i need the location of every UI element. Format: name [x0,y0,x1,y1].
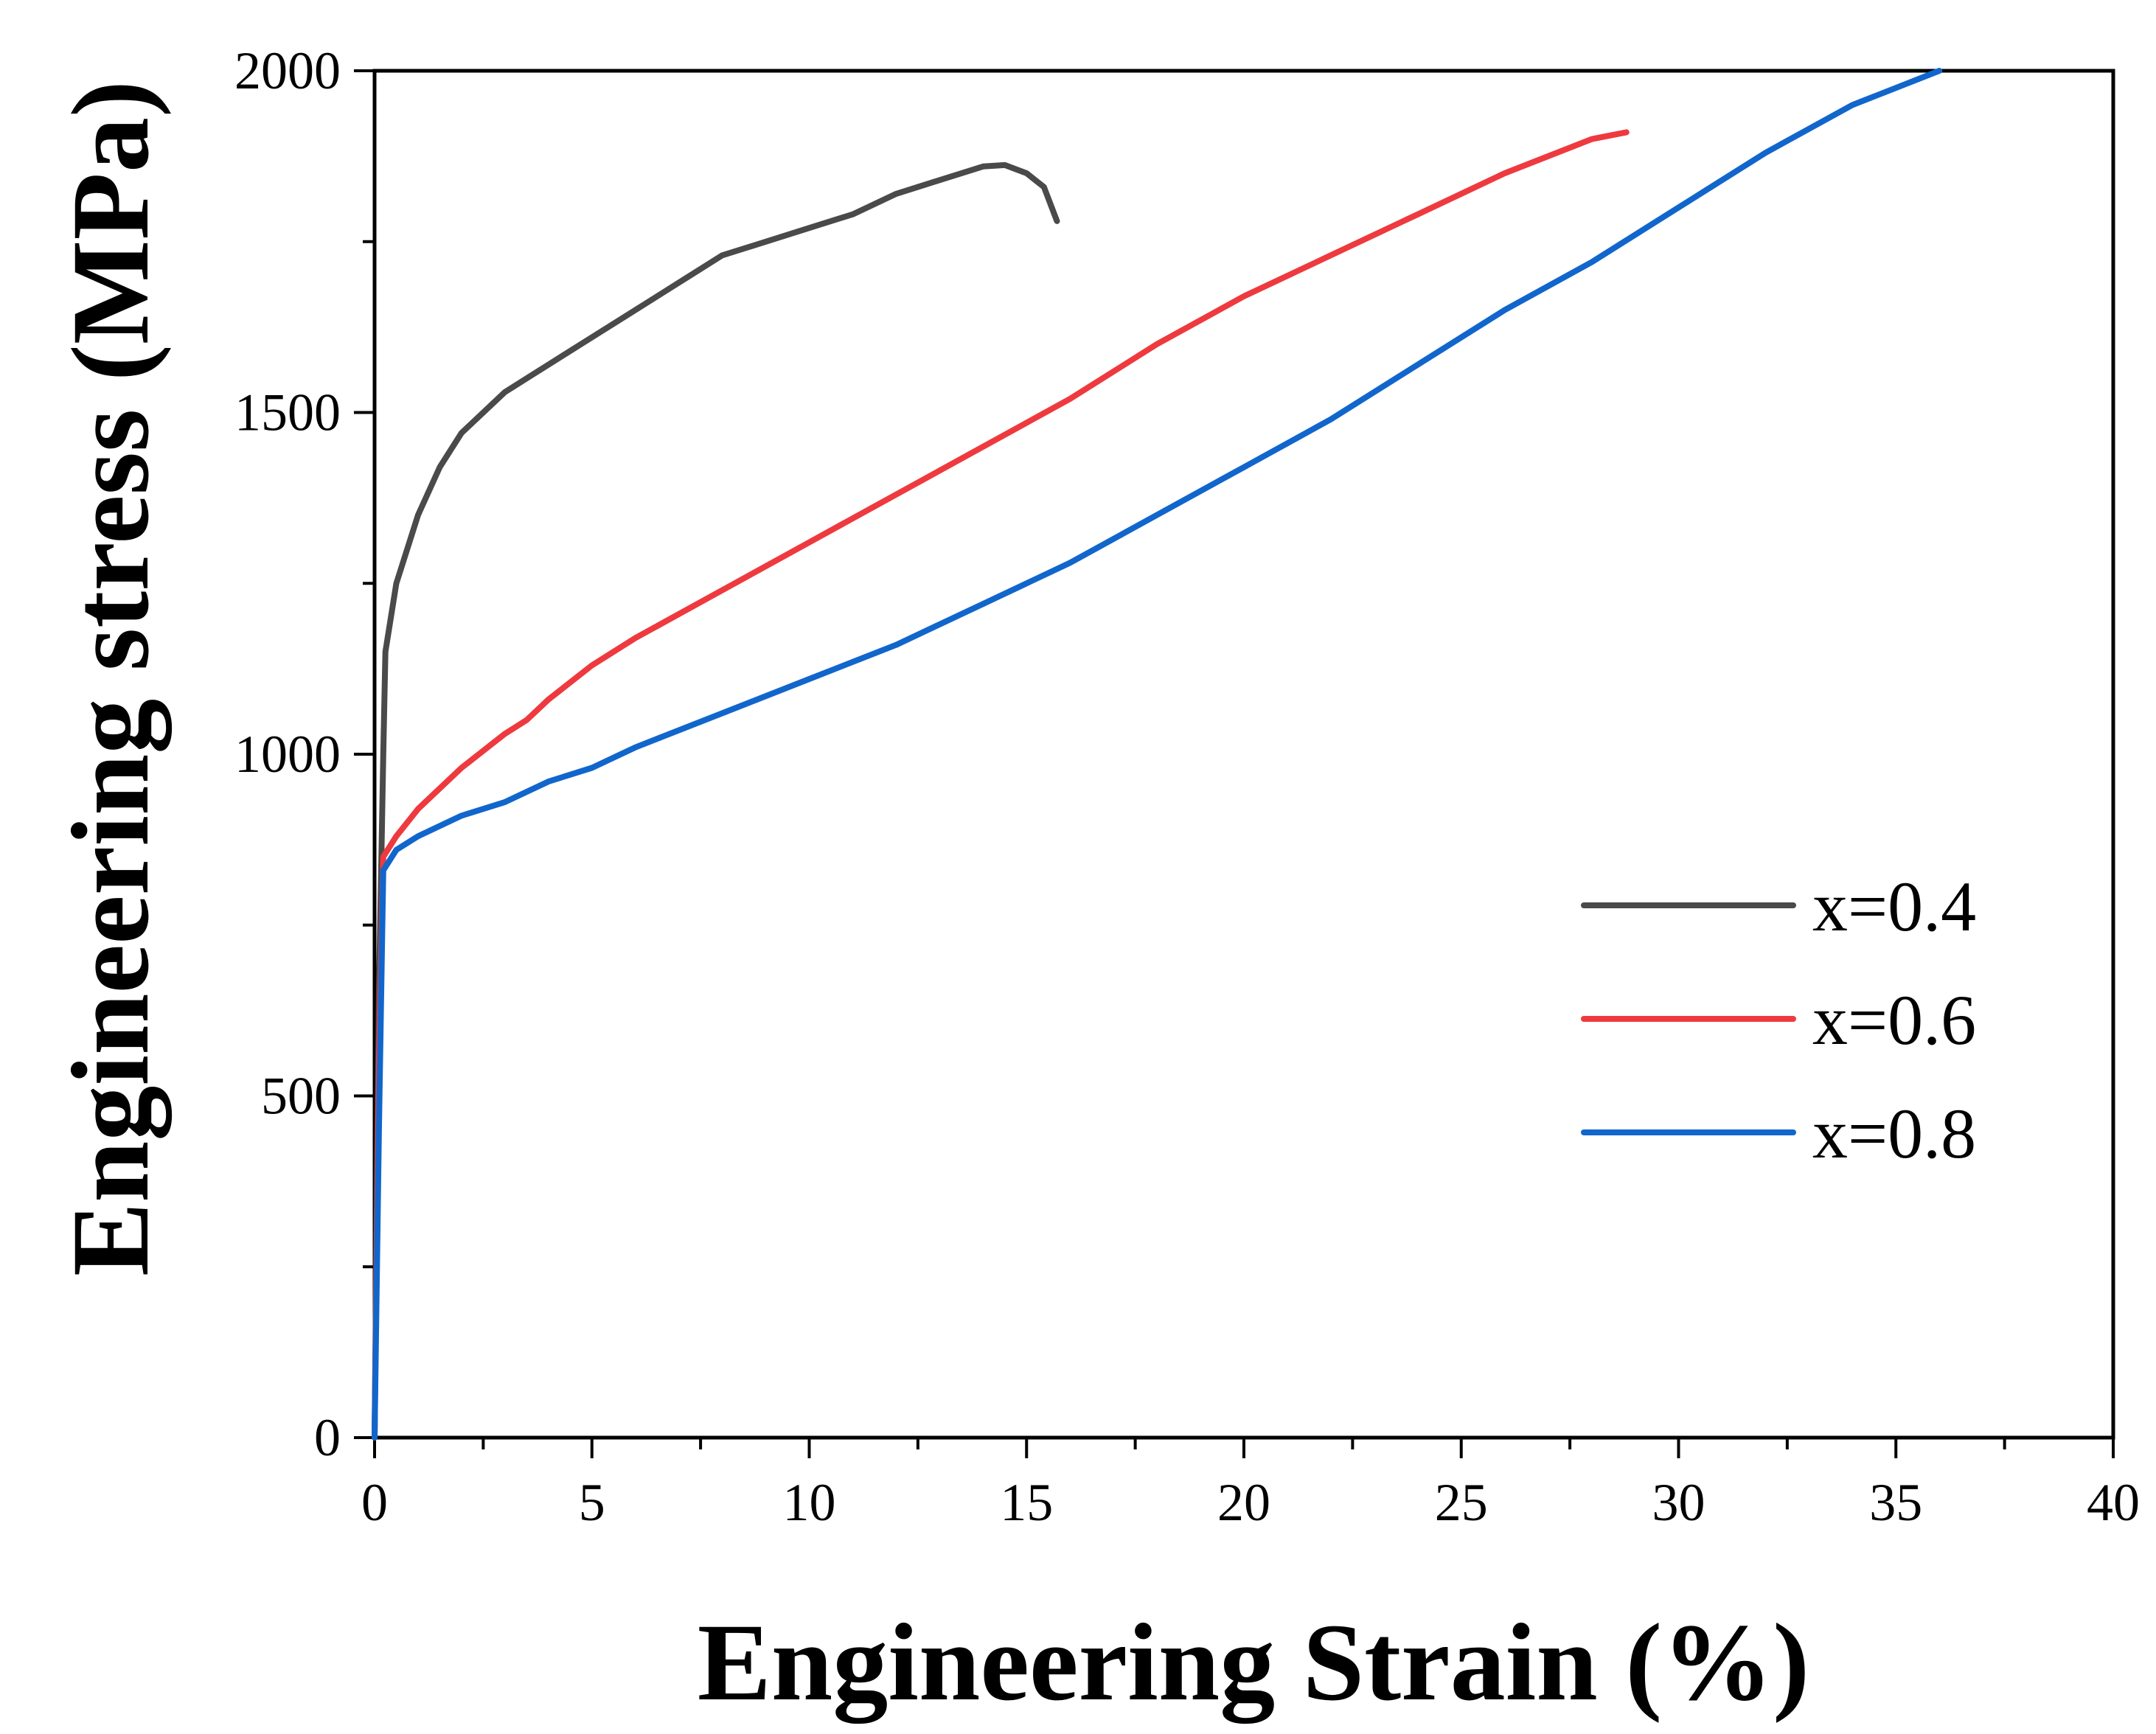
x-tick-label: 30 [1652,1473,1705,1532]
series-line-x-0-8 [372,68,1943,1441]
x-tick-label: 5 [579,1473,605,1532]
series-group [372,68,1943,1441]
series-line-x-0-4 [372,161,1060,1441]
x-axis-title: Engineering Strain (%) [698,1601,1809,1724]
legend-label: x=0.4 [1812,867,1976,946]
x-tick-label: 40 [2087,1473,2140,1532]
y-tick-label: 500 [261,1067,341,1126]
legend-label: x=0.6 [1812,981,1976,1059]
series-line-x-0-6 [372,129,1630,1441]
x-axis-ticks: 0 5 10 15 20 25 30 35 40 [361,1438,2140,1532]
x-tick-label: 0 [361,1473,388,1532]
x-tick-label: 10 [783,1473,836,1532]
plot-frame [372,69,2115,1440]
plot-area [372,69,2115,1440]
x-tick-label: 20 [1217,1473,1270,1532]
y-tick-label: 1500 [234,383,341,442]
y-tick-label: 2000 [234,41,341,100]
legend: x=0.4 x=0.6 x=0.8 [1581,867,1976,1173]
y-axis-title: Engineering stress (MPa) [49,80,172,1276]
x-tick-label: 35 [1869,1473,1922,1532]
y-tick-label: 0 [314,1408,341,1467]
y-axis-ticks: 0 500 1000 1500 2000 [234,41,375,1467]
x-tick-label: 25 [1435,1473,1488,1532]
legend-label: x=0.8 [1812,1094,1976,1173]
x-tick-label: 15 [1000,1473,1053,1532]
y-tick-label: 1000 [234,725,341,784]
